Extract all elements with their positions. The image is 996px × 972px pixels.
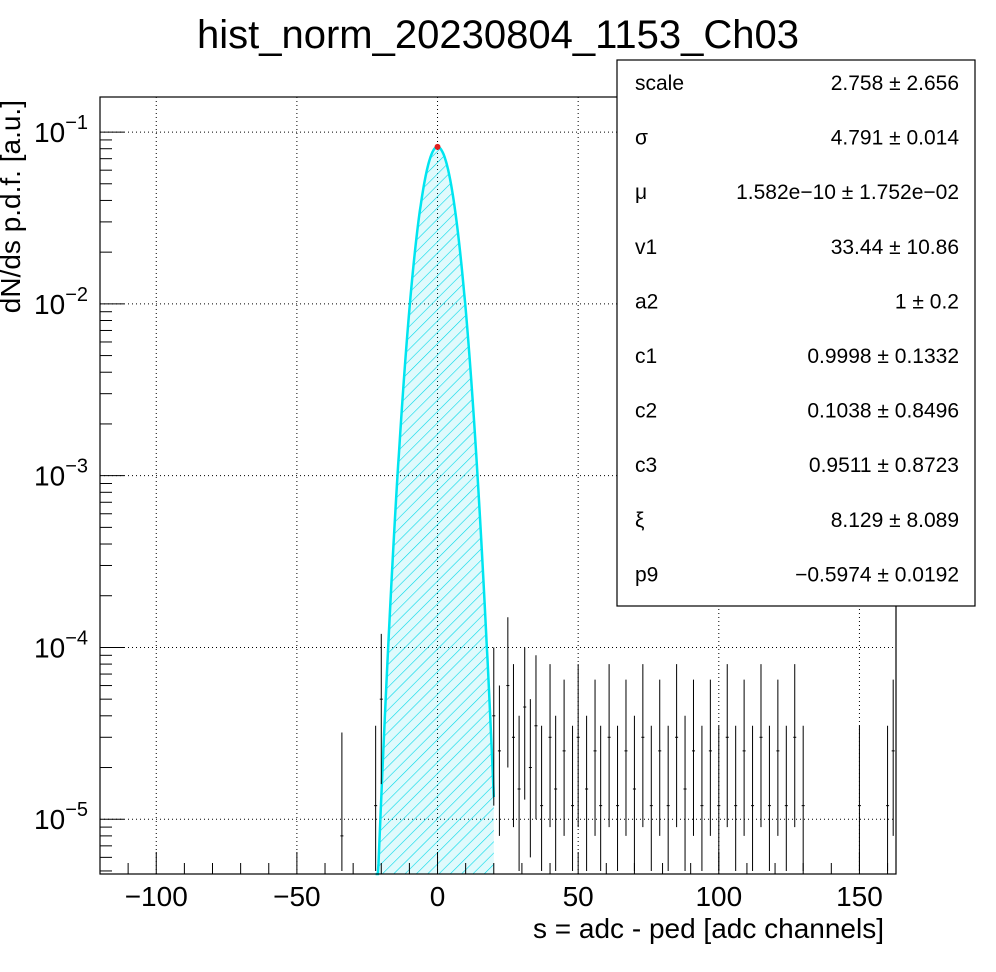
stats-key: scale: [635, 72, 684, 95]
fit-curve-layer: [375, 143, 496, 876]
data-point: [379, 633, 383, 785]
x-tick-label: −50: [273, 881, 321, 912]
data-point: [528, 699, 532, 858]
data-point: [767, 725, 771, 871]
stats-value: 0.9511 ± 0.8723: [809, 454, 959, 477]
stats-key: c2: [635, 400, 657, 423]
stats-value: 1 ± 0.2: [895, 290, 959, 313]
data-point: [891, 679, 895, 836]
x-tick-label: 150: [836, 881, 883, 912]
data-point: [708, 679, 712, 836]
stats-value: 0.1038 ± 0.8496: [807, 400, 959, 423]
data-point: [801, 725, 805, 871]
data-point: [675, 664, 679, 828]
data-point: [374, 725, 378, 871]
data-point: [534, 655, 538, 820]
data-point: [793, 664, 797, 828]
stats-value: 33.44 ± 10.86: [831, 236, 959, 259]
data-point: [624, 679, 628, 836]
data-point: [658, 679, 662, 836]
data-point: [607, 664, 611, 828]
data-point: [340, 732, 344, 871]
x-tick-label: 0: [430, 881, 446, 912]
data-point: [751, 725, 755, 871]
stats-value: 4.791 ± 0.014: [831, 127, 960, 150]
y-tick-label: 10−2: [34, 284, 88, 320]
data-point: [599, 725, 603, 871]
data-point: [759, 664, 763, 828]
data-point: [593, 679, 597, 836]
stats-key: a2: [635, 290, 658, 313]
data-point: [700, 725, 704, 871]
y-axis: 10−5 10−4 10−3 10−2 10−1: [34, 112, 124, 872]
x-tick-label: −100: [125, 881, 188, 912]
data-point: [734, 725, 738, 871]
stats-key: c3: [635, 454, 657, 477]
data-point: [725, 664, 729, 828]
data-point: [691, 679, 695, 836]
x-tick-label: 50: [563, 881, 594, 912]
data-point: [683, 715, 687, 871]
data-point: [497, 685, 501, 836]
x-tick-label: 100: [695, 881, 742, 912]
stats-key: σ: [635, 127, 648, 150]
y-axis-label: dN/ds p.d.f. [a.u.]: [0, 100, 26, 313]
data-point: [506, 617, 510, 768]
stats-key: c1: [635, 345, 657, 368]
y-tick-label: 10−1: [34, 112, 88, 148]
data-point: [742, 679, 746, 836]
data-point: [666, 725, 670, 871]
data-point: [511, 664, 515, 828]
data-point: [492, 647, 496, 806]
data-point: [784, 725, 788, 871]
stats-key: p9: [635, 563, 658, 586]
data-point: [554, 715, 558, 871]
stats-value: 0.9998 ± 0.1332: [807, 345, 959, 368]
stats-value: 2.758 ± 2.656: [831, 72, 959, 95]
fit-stats-box: scale 2.758 ± 2.656 σ 4.791 ± 0.014 μ 1.582e−…: [616, 59, 976, 607]
stats-key: ξ: [635, 509, 644, 532]
data-point: [857, 725, 861, 871]
y-tick-label: 10−3: [34, 456, 88, 492]
data-point: [548, 664, 552, 828]
data-point: [632, 715, 636, 871]
data-point: [540, 725, 544, 871]
data-point: [585, 715, 589, 871]
stats-value: −0.5974 ± 0.0192: [795, 563, 959, 586]
stats-key: v1: [635, 236, 657, 259]
data-point: [776, 679, 780, 836]
data-point: [562, 679, 566, 836]
fit-hatch-area: [375, 146, 494, 874]
data-point: [571, 725, 575, 871]
stats-value: 1.582e−10 ± 1.752e−02: [736, 181, 959, 204]
stats-box-frame: [616, 59, 976, 607]
stats-value: 8.129 ± 8.089: [831, 509, 959, 532]
fit-curve: [375, 145, 496, 876]
y-tick-label: 10−5: [34, 799, 88, 835]
data-point: [886, 725, 890, 871]
x-axis: −100 −50 0 50 100 150: [99, 852, 889, 912]
data-point: [523, 647, 527, 800]
error-bars-layer: [340, 617, 895, 871]
y-tick-label: 10−4: [34, 627, 88, 663]
stats-key: μ: [635, 181, 647, 204]
chart-title: hist_norm_20230804_1153_Ch03: [197, 13, 799, 57]
data-point: [717, 725, 721, 871]
data-point: [649, 725, 653, 871]
data-point: [616, 725, 620, 871]
peak-marker: [434, 143, 441, 150]
x-axis-label: s = adc - ped [adc channels]: [533, 913, 884, 944]
data-point: [517, 715, 521, 871]
data-point: [576, 664, 580, 828]
data-point: [641, 664, 645, 828]
